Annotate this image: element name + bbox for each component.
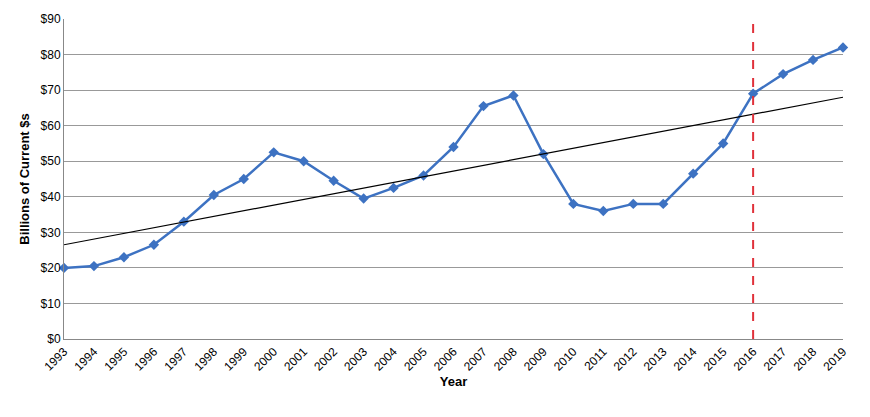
svg-text:1995: 1995 [102, 345, 131, 374]
svg-text:$40: $40 [41, 190, 61, 204]
svg-text:2010: 2010 [551, 345, 580, 374]
svg-text:$0: $0 [47, 332, 61, 346]
svg-text:1994: 1994 [72, 345, 101, 374]
svg-text:2019: 2019 [821, 345, 850, 374]
svg-text:2017: 2017 [761, 345, 790, 374]
svg-text:2001: 2001 [281, 345, 310, 374]
svg-text:2011: 2011 [582, 345, 610, 373]
svg-text:2005: 2005 [401, 345, 430, 374]
svg-text:$20: $20 [41, 261, 61, 275]
svg-text:1996: 1996 [131, 345, 160, 374]
svg-text:1997: 1997 [161, 345, 190, 374]
svg-text:$30: $30 [41, 226, 61, 240]
svg-text:2000: 2000 [251, 345, 280, 374]
svg-text:$90: $90 [41, 12, 61, 26]
svg-text:$50: $50 [41, 154, 61, 168]
svg-text:2003: 2003 [341, 345, 370, 374]
svg-text:$70: $70 [41, 83, 61, 97]
svg-text:1993: 1993 [42, 345, 71, 374]
svg-text:2018: 2018 [791, 345, 820, 374]
svg-text:2008: 2008 [491, 345, 520, 374]
svg-text:2002: 2002 [311, 345, 340, 374]
svg-text:2004: 2004 [371, 345, 400, 374]
svg-text:$10: $10 [41, 297, 61, 311]
svg-text:1999: 1999 [221, 345, 250, 374]
svg-text:2012: 2012 [611, 345, 640, 374]
svg-text:$60: $60 [41, 119, 61, 133]
svg-text:2009: 2009 [521, 345, 550, 374]
svg-text:2015: 2015 [701, 345, 730, 374]
svg-text:2016: 2016 [731, 345, 760, 374]
svg-text:2006: 2006 [431, 345, 460, 374]
svg-text:Year: Year [440, 374, 467, 389]
svg-text:Billions of Current $s: Billions of Current $s [17, 113, 32, 244]
svg-text:2013: 2013 [641, 345, 670, 374]
svg-text:1998: 1998 [191, 345, 220, 374]
svg-text:$80: $80 [41, 48, 61, 62]
svg-text:2007: 2007 [461, 345, 490, 374]
svg-text:2014: 2014 [671, 345, 700, 374]
